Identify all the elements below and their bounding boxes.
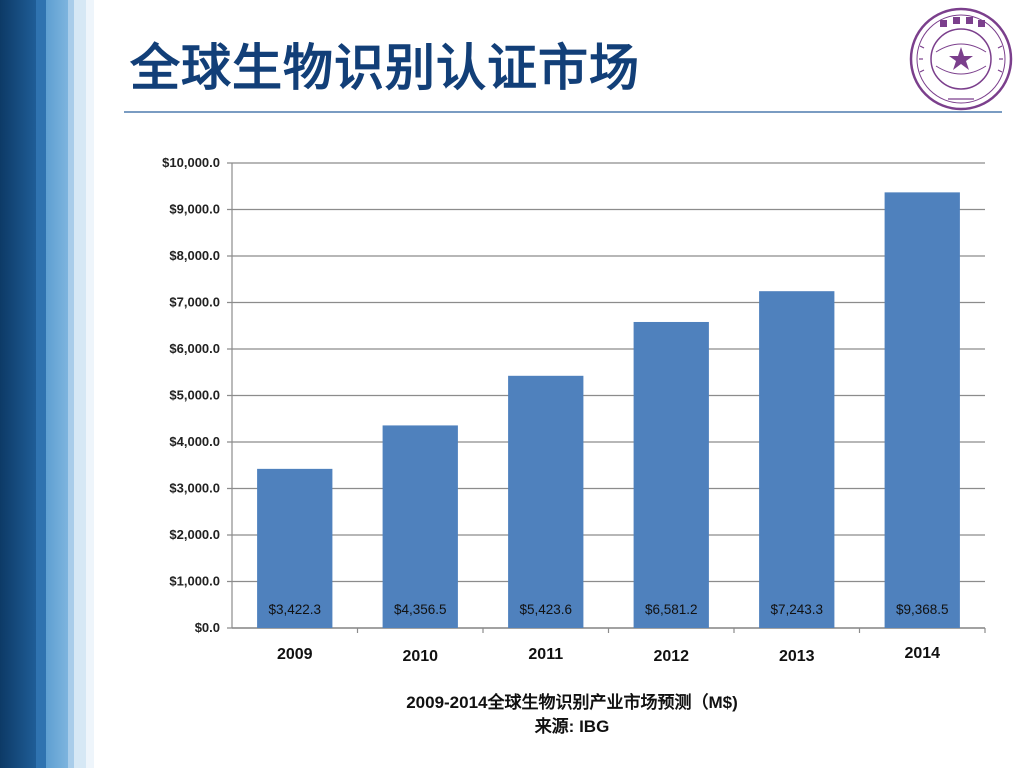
y-tick-label: $5,000.0	[169, 388, 220, 403]
stripe	[74, 0, 86, 768]
x-tick-label: 2011	[528, 646, 563, 663]
y-tick-label: $0.0	[195, 620, 220, 635]
data-label: $9,368.5	[896, 602, 949, 617]
y-tick-label: $4,000.0	[169, 434, 220, 449]
bar-chart: $0.0 $1,000.0 $2,000.0 $3,000.0 $4,000.0 $5,0…	[162, 155, 986, 665]
bar	[759, 291, 835, 628]
title-divider	[124, 111, 1002, 113]
bar	[382, 425, 458, 628]
x-tick-label: 2014	[904, 645, 940, 662]
x-tick-label: 2013	[779, 648, 815, 665]
y-tick-label: $2,000.0	[169, 527, 220, 542]
chart-source: 来源: IBG	[534, 717, 610, 736]
y-tick-label: $6,000.0	[169, 341, 220, 356]
stripe	[0, 0, 36, 768]
slide-title: 全球生物识别认证市场	[130, 39, 640, 97]
university-seal-logo	[909, 7, 1013, 111]
data-label: $6,581.2	[645, 602, 698, 617]
stripe	[86, 0, 94, 768]
y-tick-label: $3,000.0	[169, 481, 220, 496]
bar	[884, 192, 960, 628]
y-tick-label: $9,000.0	[169, 202, 220, 217]
y-tick-label: $7,000.0	[169, 295, 220, 310]
bar	[508, 375, 584, 628]
data-label: $7,243.3	[770, 602, 823, 617]
y-tick-label: $8,000.0	[169, 248, 220, 263]
y-tick-label: $10,000.0	[162, 155, 220, 170]
stripe	[36, 0, 46, 768]
chart-caption: 2009-2014全球生物识别产业市场预测（M$)	[406, 693, 738, 712]
stripe	[68, 0, 74, 768]
decorative-stripes	[0, 0, 100, 768]
data-label: $4,356.5	[394, 602, 447, 617]
x-tick-label: 2009	[277, 646, 313, 663]
stripe	[46, 0, 68, 768]
bar	[633, 321, 709, 628]
data-label: $5,423.6	[519, 602, 572, 617]
x-tick-label: 2012	[653, 648, 689, 665]
x-tick-label: 2010	[402, 648, 438, 665]
y-tick-label: $1,000.0	[169, 574, 220, 589]
bar	[257, 468, 333, 628]
data-label: $3,422.3	[268, 602, 321, 617]
